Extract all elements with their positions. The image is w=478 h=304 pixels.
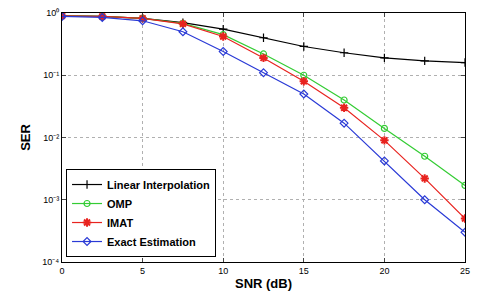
svg-text:15: 15 (299, 266, 309, 276)
svg-text:SER: SER (18, 124, 33, 151)
svg-text:IMAT: IMAT (107, 217, 133, 229)
svg-text:Linear Interpolation: Linear Interpolation (107, 179, 210, 191)
svg-text:OMP: OMP (107, 198, 132, 210)
svg-text:Exact Estimation: Exact Estimation (107, 236, 196, 248)
svg-text:10⁻²: 10⁻² (43, 133, 59, 143)
svg-text:20: 20 (379, 266, 389, 276)
svg-text:10: 10 (218, 266, 228, 276)
svg-text:10⁰: 10⁰ (46, 8, 59, 18)
svg-text:10⁻³: 10⁻³ (43, 195, 59, 205)
svg-text:5: 5 (140, 266, 145, 276)
svg-text:10⁻¹: 10⁻¹ (43, 70, 59, 80)
svg-text:0: 0 (59, 266, 64, 276)
svg-text:SNR (dB): SNR (dB) (235, 276, 292, 291)
svg-text:25: 25 (460, 266, 470, 276)
svg-text:10⁻⁴: 10⁻⁴ (42, 257, 59, 267)
